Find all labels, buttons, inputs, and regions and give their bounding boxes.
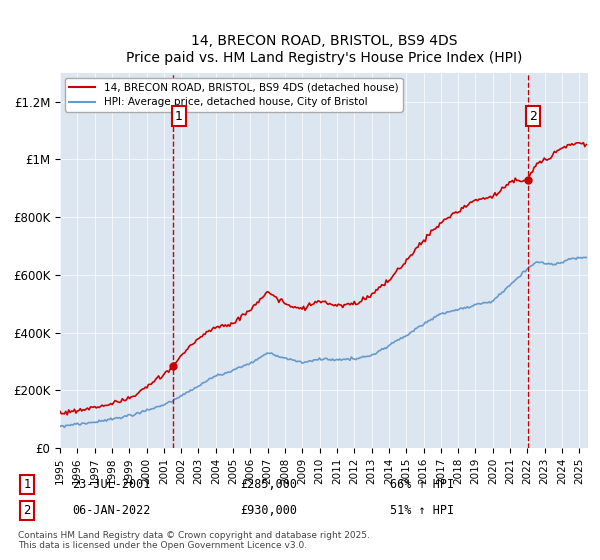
Title: 14, BRECON ROAD, BRISTOL, BS9 4DS
Price paid vs. HM Land Registry's House Price : 14, BRECON ROAD, BRISTOL, BS9 4DS Price … [126, 35, 522, 65]
Text: 2: 2 [23, 504, 31, 517]
Legend: 14, BRECON ROAD, BRISTOL, BS9 4DS (detached house), HPI: Average price, detached: 14, BRECON ROAD, BRISTOL, BS9 4DS (detac… [65, 78, 403, 111]
Text: 1: 1 [175, 110, 182, 123]
Text: 2: 2 [529, 110, 537, 123]
Text: 66% ↑ HPI: 66% ↑ HPI [390, 478, 454, 491]
Text: 23-JUL-2001: 23-JUL-2001 [72, 478, 151, 491]
Text: 1: 1 [23, 478, 31, 491]
Text: £285,000: £285,000 [240, 478, 297, 491]
Text: Contains HM Land Registry data © Crown copyright and database right 2025.
This d: Contains HM Land Registry data © Crown c… [18, 530, 370, 550]
Text: £930,000: £930,000 [240, 504, 297, 517]
Text: 06-JAN-2022: 06-JAN-2022 [72, 504, 151, 517]
Text: 51% ↑ HPI: 51% ↑ HPI [390, 504, 454, 517]
